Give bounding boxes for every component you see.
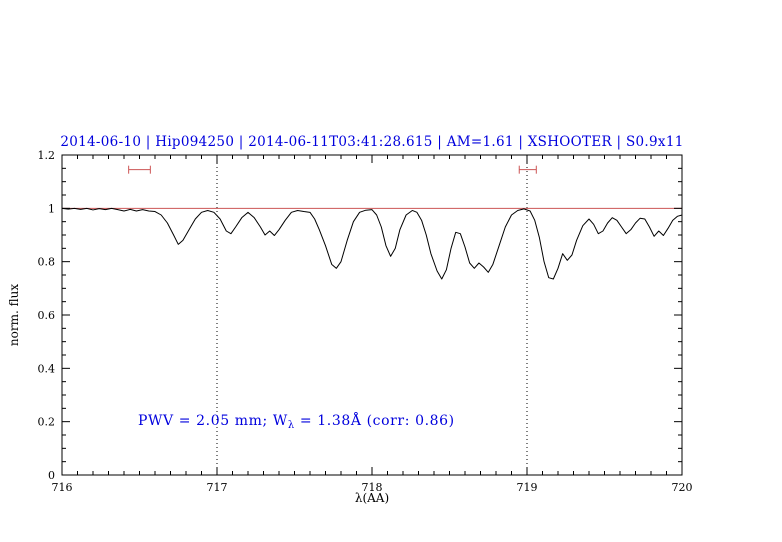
band-range-markers [128,165,537,174]
svg-text:0: 0 [48,469,55,482]
y-tick-labels: 0 0.2 0.4 0.6 0.8 1 1.2 [38,149,56,482]
svg-text:720: 720 [672,481,693,494]
reference-vlines [216,155,528,475]
y-axis-label: norm. flux [7,283,21,347]
pwv-annotation-suffix: = 1.38Å (corr: 0.86) [294,413,455,429]
svg-text:719: 719 [517,481,538,494]
svg-text:716: 716 [52,481,73,494]
svg-text:718: 718 [362,481,383,494]
x-axis-label: λ(AA) [354,491,390,505]
pwv-annotation-prefix: PWV = 2.05 mm; W [138,413,288,429]
svg-text:0.4: 0.4 [38,362,56,375]
svg-text:1: 1 [48,202,55,215]
svg-text:0.6: 0.6 [38,309,56,322]
pwv-annotation: PWV = 2.05 mm; Wλ = 1.38Å (corr: 0.86) [138,413,455,431]
x-tick-labels: 716 717 718 719 720 [52,481,693,494]
pwv-annotation-subscript: λ [287,420,295,431]
axis-ticks [61,154,683,476]
spectrum-line [61,207,683,280]
svg-text:0.2: 0.2 [38,416,56,429]
svg-text:0.8: 0.8 [38,256,56,269]
svg-text:1.2: 1.2 [38,149,56,162]
plot-title: 2014-06-10 | Hip094250 | 2014-06-11T03:4… [60,134,684,150]
svg-text:717: 717 [207,481,228,494]
